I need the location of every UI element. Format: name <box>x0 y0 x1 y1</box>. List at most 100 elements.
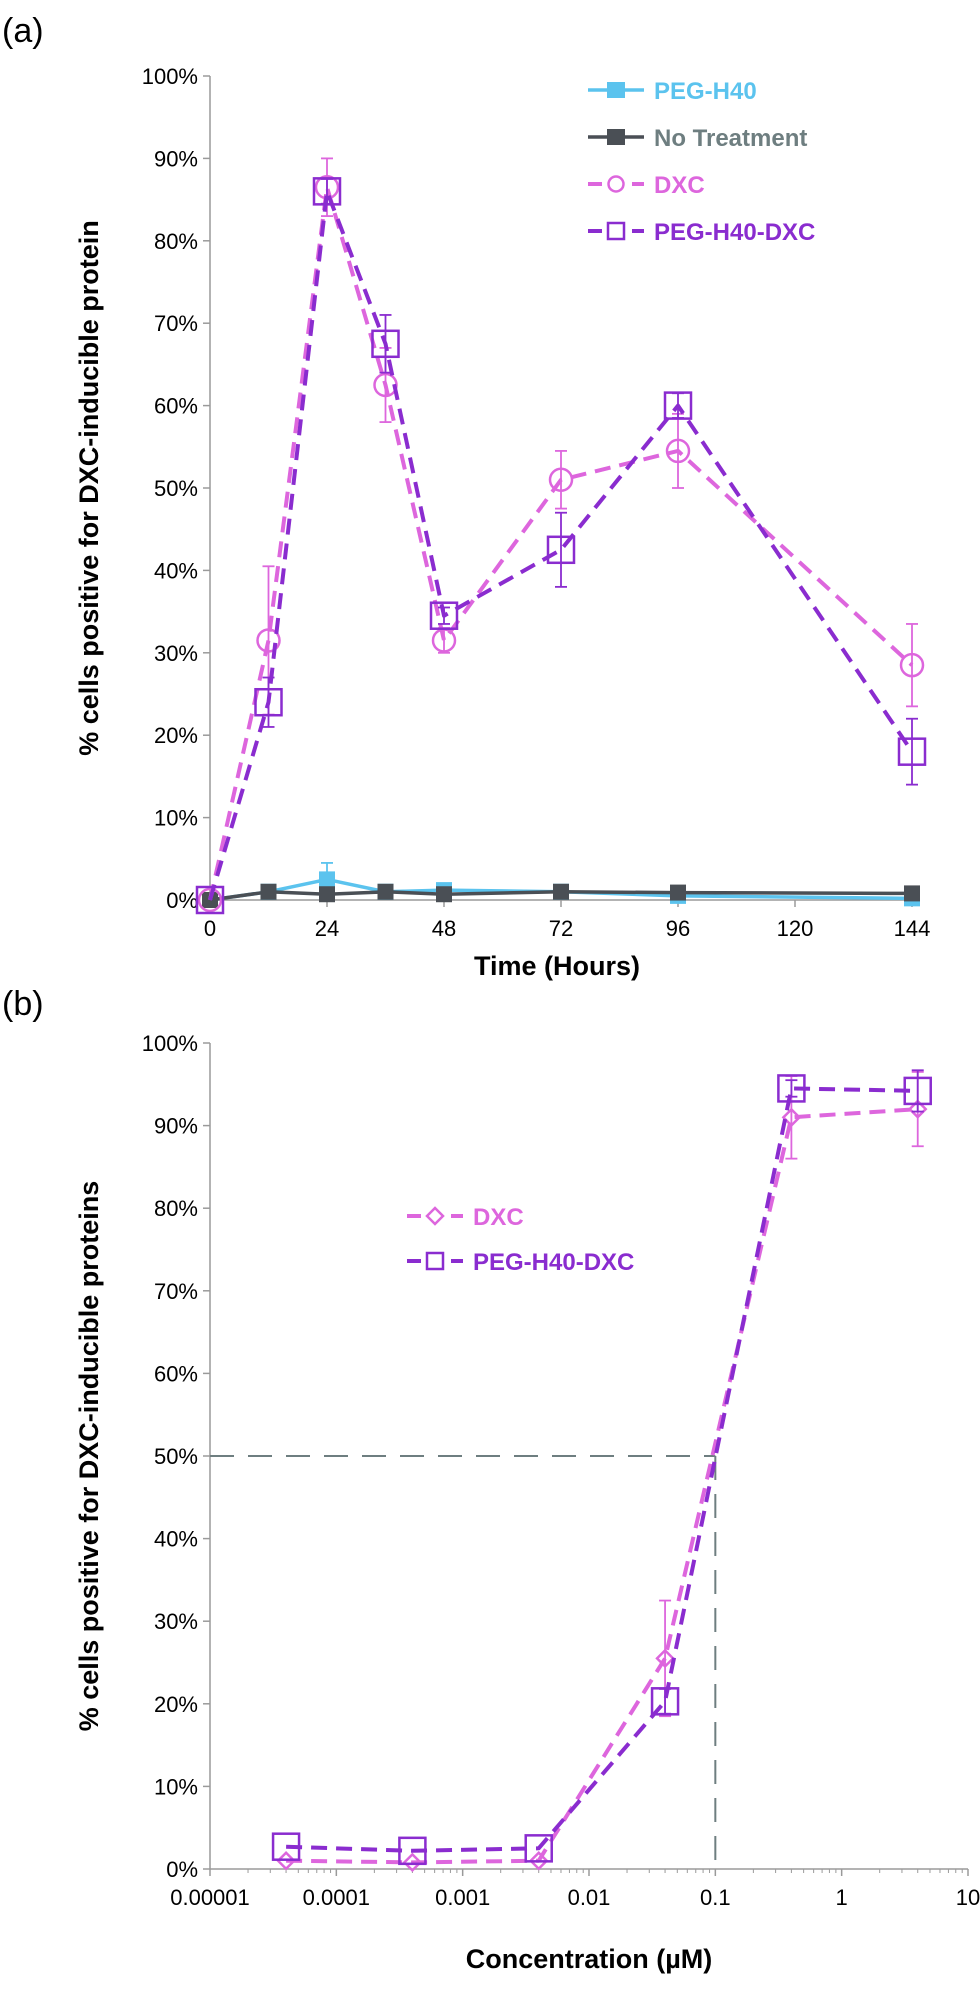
x-tick-label: 72 <box>549 916 573 941</box>
data-point <box>271 1832 301 1861</box>
y-tick-label: 40% <box>154 1527 198 1552</box>
data-point <box>548 467 574 493</box>
data-point <box>670 884 686 901</box>
x-tick-label: 0.0001 <box>303 1885 370 1910</box>
data-point <box>377 883 394 900</box>
data-point <box>312 177 342 206</box>
legend: DXC PEG-H40-DXC <box>407 1204 634 1276</box>
legend-label-peg-h40-dxc: PEG-H40-DXC <box>654 219 815 246</box>
y-tick-label: 70% <box>154 311 198 336</box>
legend-marker-no-treatment <box>607 129 625 145</box>
x-axis-title: Time (Hours) <box>474 951 640 981</box>
y-tick-label: 100% <box>142 1031 198 1056</box>
data-point <box>907 1099 928 1119</box>
y-axis-title: % cells positive for DXC-inducible prote… <box>74 1181 104 1732</box>
data-point <box>276 1850 296 1871</box>
data-point <box>371 329 400 359</box>
data-point <box>195 885 225 915</box>
x-tick-label: 10 <box>956 1885 980 1910</box>
legend-label-dxc: DXC <box>654 172 705 199</box>
data-point <box>528 1850 549 1871</box>
y-tick-label: 10% <box>154 806 198 831</box>
y-tick-label: 80% <box>154 229 198 254</box>
x-tick-label: 120 <box>777 916 814 941</box>
panel-a-chart: (a) 0% 10% 20% 30% 40% 50% 60% 70% 80% 90% 100% 0 24 4… <box>2 12 930 981</box>
y-tick-label: 20% <box>154 1692 198 1717</box>
panel-label: (a) <box>2 12 44 50</box>
x-tick-label: 0.01 <box>568 1885 611 1910</box>
legend-marker-dxc <box>425 1206 445 1226</box>
x-tick-label: 144 <box>894 916 931 941</box>
data-point <box>665 438 691 464</box>
x-tick-label: 1 <box>836 1885 848 1910</box>
data-point <box>429 601 459 630</box>
data-point <box>897 737 927 766</box>
data-point <box>650 1687 680 1716</box>
y-tick-label: 70% <box>154 1279 198 1304</box>
legend-label-peg-h40-dxc: PEG-H40-DXC <box>473 1249 634 1276</box>
x-tick-label: 96 <box>666 916 690 941</box>
series-line <box>209 890 913 902</box>
y-tick-label: 40% <box>154 558 198 583</box>
data-point <box>319 886 335 903</box>
y-tick-label: 100% <box>142 64 198 89</box>
y-tick-label: 20% <box>154 723 198 748</box>
y-tick-label: 80% <box>154 1196 198 1221</box>
data-point <box>402 1852 423 1873</box>
y-tick-label: 30% <box>154 1609 198 1634</box>
y-tick-label: 10% <box>154 1774 198 1799</box>
x-tick-label: 48 <box>432 916 456 941</box>
legend-marker-peg-h40 <box>607 82 625 98</box>
series-line <box>209 877 913 902</box>
data-point <box>319 871 335 888</box>
series-dxc <box>276 1071 928 1873</box>
data-point <box>256 628 281 653</box>
series-line <box>286 1107 918 1865</box>
y-tick-label: 90% <box>154 146 198 171</box>
legend-marker-peg-h40-dxc <box>606 221 626 241</box>
panel-label: (b) <box>2 985 44 1023</box>
y-tick-label: 0% <box>166 888 198 913</box>
series-line <box>208 189 914 901</box>
data-point <box>553 883 569 900</box>
series-line <box>208 185 914 901</box>
data-point <box>663 391 693 420</box>
panel-b-chart: (b) 0% 10% 20% 30% 40% 50% 60% 70% 80% 90% 100% 0.00… <box>2 985 980 1974</box>
data-point <box>398 1836 427 1866</box>
data-point <box>436 886 452 903</box>
data-point <box>655 1648 675 1669</box>
x-tick-label: 24 <box>315 916 339 941</box>
series-no-treatment <box>202 883 920 908</box>
legend: PEG-H40 No Treatment DXC PEG-H40-DXC <box>588 78 815 246</box>
legend-label-peg-h40: PEG-H40 <box>654 78 757 105</box>
legend-marker-peg-h40-dxc <box>425 1251 445 1271</box>
data-point <box>546 535 576 565</box>
data-point <box>197 887 223 913</box>
data-point <box>899 652 925 678</box>
series-peg-h40-dxc <box>271 1069 932 1866</box>
series-line <box>286 1086 918 1853</box>
y-tick-label: 90% <box>154 1114 198 1139</box>
x-tick-label: 0.1 <box>700 1885 731 1910</box>
data-point <box>903 1076 932 1106</box>
x-tick-label: 0.001 <box>435 1885 490 1910</box>
x-tick-label: 0 <box>204 916 216 941</box>
data-point <box>904 885 920 902</box>
y-tick-label: 50% <box>154 1444 198 1469</box>
y-tick-label: 60% <box>154 394 198 419</box>
data-point <box>777 1074 806 1103</box>
data-point <box>373 372 398 398</box>
x-axis-title: Concentration (µM) <box>466 1944 713 1974</box>
y-tick-label: 60% <box>154 1361 198 1386</box>
data-point <box>260 883 277 900</box>
y-tick-label: 30% <box>154 641 198 666</box>
y-tick-label: 0% <box>166 1857 198 1882</box>
data-point <box>781 1107 802 1128</box>
legend-label-dxc: DXC <box>473 1204 524 1231</box>
legend-marker-dxc <box>607 175 625 193</box>
legend-label-no-treatment: No Treatment <box>654 125 807 152</box>
y-axis-title: % cells positive for DXC-inducible prote… <box>74 220 104 756</box>
data-point <box>254 687 283 717</box>
data-point <box>524 1834 553 1863</box>
